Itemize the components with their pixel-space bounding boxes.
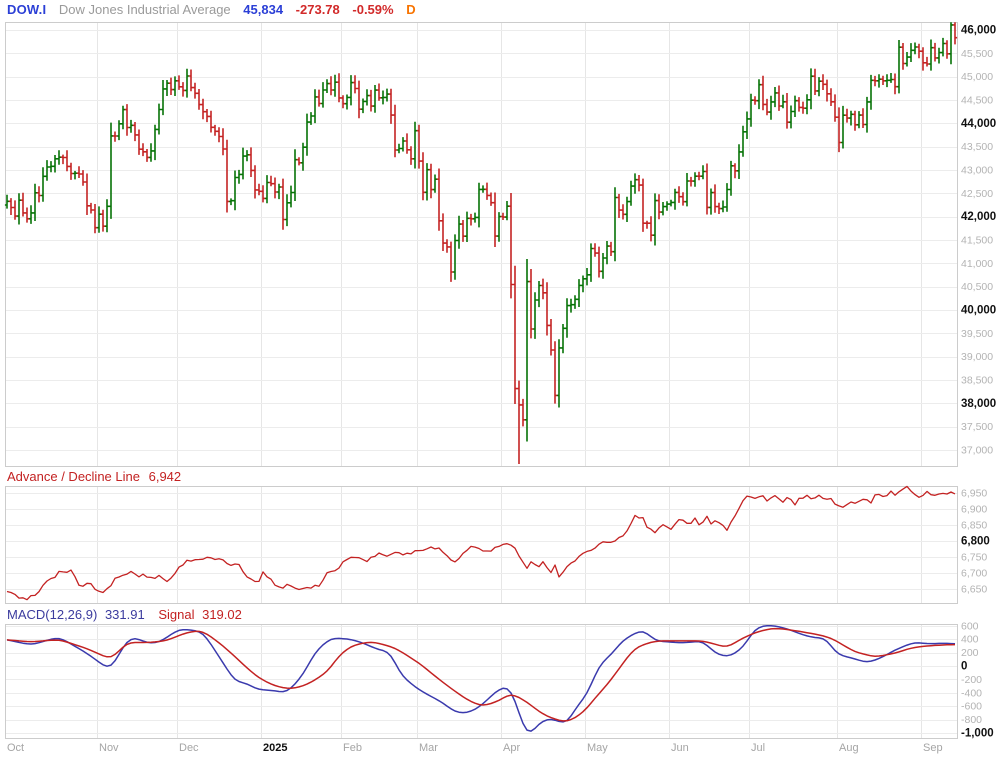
- svg-text:41,000: 41,000: [961, 258, 993, 270]
- macd-label: MACD(12,26,9): [7, 607, 98, 622]
- adl-label: Advance / Decline Line: [7, 469, 140, 484]
- svg-text:Jul: Jul: [751, 742, 765, 754]
- svg-text:44,000: 44,000: [961, 118, 996, 130]
- svg-text:-800: -800: [961, 714, 982, 726]
- svg-text:400: 400: [961, 634, 979, 646]
- svg-text:40,000: 40,000: [961, 304, 996, 316]
- svg-text:39,000: 39,000: [961, 351, 993, 363]
- svg-text:40,500: 40,500: [961, 281, 993, 293]
- svg-text:45,500: 45,500: [961, 48, 993, 60]
- svg-text:37,000: 37,000: [961, 444, 993, 456]
- svg-text:39,500: 39,500: [961, 328, 993, 340]
- svg-text:Oct: Oct: [7, 742, 24, 754]
- svg-text:43,500: 43,500: [961, 141, 993, 153]
- svg-text:45,000: 45,000: [961, 71, 993, 83]
- signal-value: 319.02: [202, 607, 242, 622]
- svg-text:6,650: 6,650: [961, 583, 987, 595]
- svg-text:6,850: 6,850: [961, 520, 987, 532]
- svg-text:42,000: 42,000: [961, 211, 996, 223]
- svg-text:Sep: Sep: [923, 742, 943, 754]
- svg-text:46,000: 46,000: [961, 24, 996, 36]
- macd-panel-header: MACD(12,26,9) 331.91 Signal 319.02: [7, 607, 242, 622]
- svg-text:Mar: Mar: [419, 742, 438, 754]
- svg-text:600: 600: [961, 620, 979, 632]
- svg-text:Feb: Feb: [343, 742, 362, 754]
- svg-text:43,000: 43,000: [961, 164, 993, 176]
- svg-text:-200: -200: [961, 674, 982, 686]
- svg-text:Apr: Apr: [503, 742, 520, 754]
- svg-text:41,500: 41,500: [961, 234, 993, 246]
- svg-text:-600: -600: [961, 701, 982, 713]
- price-panel-header: DOW.I Dow Jones Industrial Average 45,83…: [7, 2, 416, 17]
- svg-text:-400: -400: [961, 687, 982, 699]
- svg-text:38,000: 38,000: [961, 398, 996, 410]
- adl-value: 6,942: [148, 469, 182, 484]
- signal-label: Signal: [158, 607, 195, 622]
- svg-text:37,500: 37,500: [961, 421, 993, 433]
- symbol-name: Dow Jones Industrial Average: [58, 2, 231, 17]
- svg-text:Dec: Dec: [179, 742, 199, 754]
- svg-text:42,500: 42,500: [961, 188, 993, 200]
- svg-text:6,700: 6,700: [961, 567, 987, 579]
- svg-text:6,750: 6,750: [961, 551, 987, 563]
- svg-text:Aug: Aug: [839, 742, 859, 754]
- svg-text:6,800: 6,800: [961, 535, 990, 547]
- svg-text:6,900: 6,900: [961, 504, 987, 516]
- svg-text:200: 200: [961, 647, 979, 659]
- svg-text:44,500: 44,500: [961, 94, 993, 106]
- svg-text:38,500: 38,500: [961, 374, 993, 386]
- price-change: -273.78: [295, 2, 340, 17]
- svg-text:2025: 2025: [263, 742, 287, 754]
- svg-text:Jun: Jun: [671, 742, 689, 754]
- svg-text:0: 0: [961, 660, 967, 672]
- svg-text:-1,000: -1,000: [961, 727, 994, 739]
- macd-value: 331.91: [104, 607, 145, 622]
- symbol: DOW.I: [7, 2, 47, 17]
- svg-text:6,950: 6,950: [961, 488, 987, 500]
- price-change-percent: -0.59%: [352, 2, 394, 17]
- period-selector[interactable]: D: [406, 2, 416, 17]
- last-price: 45,834: [243, 2, 284, 17]
- svg-text:Nov: Nov: [99, 742, 119, 754]
- svg-text:May: May: [587, 742, 608, 754]
- adl-panel-header: Advance / Decline Line 6,942: [7, 469, 186, 484]
